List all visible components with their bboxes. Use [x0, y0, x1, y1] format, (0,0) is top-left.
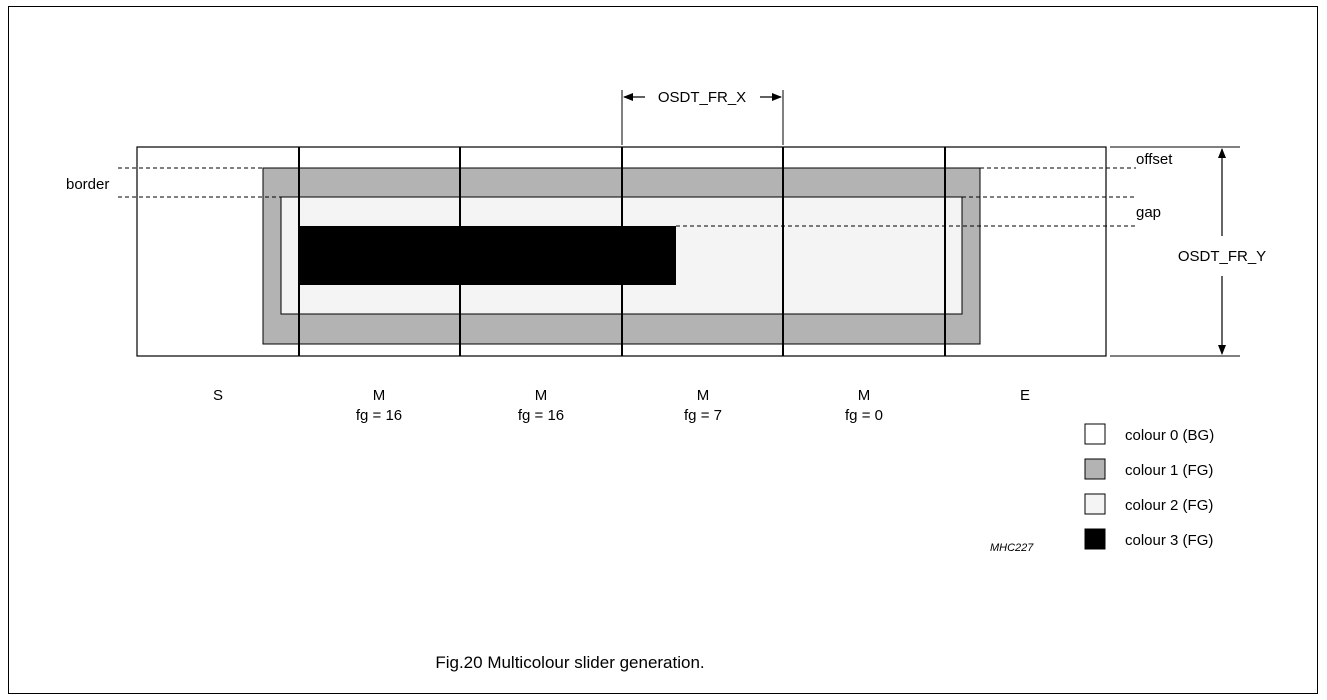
gap-label: gap — [1136, 204, 1161, 221]
cell-type-label: M — [373, 387, 386, 404]
cell-fg-label: fg = 16 — [356, 407, 402, 424]
legend-swatch — [1084, 458, 1106, 480]
cell-type-label: M — [697, 387, 710, 404]
cell-fg-label: fg = 0 — [845, 407, 883, 424]
figure-id: MHC227 — [990, 542, 1034, 554]
legend-swatch — [1084, 493, 1106, 515]
legend-label: colour 2 (FG) — [1125, 497, 1213, 514]
figure-caption: Fig.20 Multicolour slider generation. — [435, 653, 704, 672]
legend-label: colour 0 (BG) — [1125, 427, 1214, 444]
cell-type-label: M — [858, 387, 871, 404]
cell-fg-label: fg = 16 — [518, 407, 564, 424]
slider-bar — [299, 226, 676, 285]
offset-label: offset — [1136, 151, 1173, 168]
legend-label: colour 1 (FG) — [1125, 462, 1213, 479]
cell-fg-label: fg = 7 — [684, 407, 722, 424]
border-label: border — [66, 176, 109, 193]
guide-lines — [118, 167, 1136, 227]
legend: colour 0 (BG) colour 1 (FG) colour 2 (FG… — [1084, 423, 1214, 550]
cell-dividers — [298, 147, 946, 356]
legend-swatch — [1084, 423, 1106, 445]
legend-swatch — [1084, 528, 1106, 550]
cell-labels: S M fg = 16 M fg = 16 M fg = 7 M fg = 0 … — [213, 387, 1030, 424]
cell-type-label: M — [535, 387, 548, 404]
cell-type-label: S — [213, 387, 223, 404]
legend-label: colour 3 (FG) — [1125, 532, 1213, 549]
osdt-fr-x-dimension: OSDT_FR_X — [621, 89, 784, 145]
cell-type-label: E — [1020, 387, 1030, 404]
osdt-fr-x-label: OSDT_FR_X — [658, 89, 746, 106]
osdt-fr-y-label: OSDT_FR_Y — [1178, 248, 1266, 265]
osdt-fr-y-dimension: OSDT_FR_Y — [1110, 146, 1266, 357]
